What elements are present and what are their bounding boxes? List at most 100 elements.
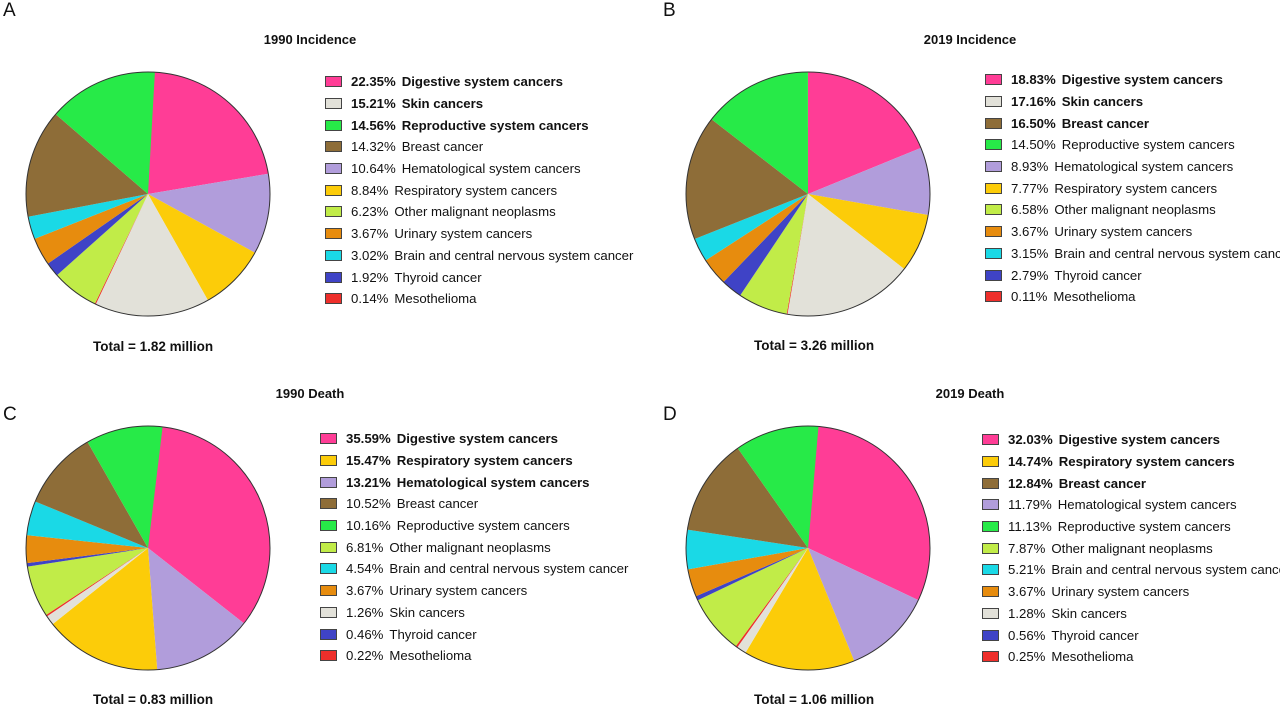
legend-label: Breast cancer: [401, 139, 484, 155]
pie-slice-brain-and-central-nervous-system-cancer: [685, 529, 808, 570]
legend-percent: 10.52%: [346, 496, 391, 512]
legend-item: 35.59% Digestive system cancers: [320, 428, 628, 450]
legend-swatch: [325, 206, 342, 218]
legend-percent: 16.50%: [1011, 115, 1056, 131]
legend-swatch: [325, 228, 342, 240]
legend-swatch: [325, 119, 342, 131]
panel-letter: A: [3, 0, 16, 21]
total-label: Total = 3.26 million: [754, 338, 875, 353]
legend-item: 14.56% Reproductive system cancers: [325, 114, 633, 136]
legend-swatch: [985, 182, 1002, 194]
legend-percent: 11.13%: [1008, 519, 1052, 535]
legend-label: Hematological system cancers: [1057, 497, 1237, 513]
legend-label: Urinary system cancers: [389, 583, 528, 599]
legend-percent: 3.15%: [1011, 245, 1049, 261]
legend-label: Other malignant neoplasms: [394, 204, 556, 220]
legend-percent: 14.32%: [351, 139, 396, 155]
legend-swatch: [320, 476, 337, 488]
pie-slice-respiratory-system-cancers: [745, 548, 855, 671]
legend-label: Breast cancer: [1058, 475, 1146, 491]
legend-label: Brain and central nervous system cancer: [389, 561, 629, 577]
legend-percent: 0.14%: [351, 291, 389, 307]
total-label: Total = 0.83 million: [93, 692, 214, 707]
legend-percent: 5.21%: [1008, 562, 1046, 578]
panel-d: D 2019 Death 32.03% Digestive system canc…: [660, 354, 1280, 707]
panel-a: A 1990 Incidence 22.35% Digestive system …: [0, 0, 640, 354]
pie-slice-hematological-system-cancers: [148, 548, 244, 670]
legend-item: 1.28% Skin cancers: [982, 603, 1280, 625]
legend-label: Hematological system cancers: [1054, 159, 1234, 175]
legend-swatch: [320, 455, 337, 467]
legend-item: 10.64% Hematological system cancers: [325, 158, 633, 180]
pie-slice-thyroid-cancer: [695, 548, 808, 601]
pie-chart: [685, 71, 931, 317]
legend-swatch: [325, 76, 342, 88]
legend-swatch: [982, 542, 999, 554]
legend-swatch: [325, 271, 342, 283]
pie-slice-hematological-system-cancers: [808, 548, 919, 661]
legend-swatch: [985, 226, 1002, 238]
legend-percent: 1.28%: [1008, 605, 1046, 621]
pie-slice-mesothelioma: [46, 548, 148, 617]
legend-label: Digestive system cancers: [401, 74, 564, 90]
legend-item: 11.79% Hematological system cancers: [982, 494, 1280, 516]
legend-item: 3.67% Urinary system cancers: [320, 580, 628, 602]
legend-item: 0.14% Mesothelioma: [325, 288, 633, 310]
legend-item: 3.67% Urinary system cancers: [985, 221, 1280, 243]
legend-percent: 32.03%: [1008, 432, 1053, 448]
legend-label: Hematological system cancers: [401, 161, 581, 177]
legend-label: Reproductive system cancers: [396, 518, 570, 534]
legend: 18.83% Digestive system cancers 17.16% Skin…: [985, 69, 1280, 308]
pie-slice-skin-cancers: [787, 194, 905, 316]
pie-slice-mesothelioma: [786, 194, 808, 315]
pie-slice-other-malignant-neoplasms: [56, 194, 148, 304]
legend-item: 11.13% Reproductive system cancers: [982, 516, 1280, 538]
pie-slice-mesothelioma: [94, 194, 148, 305]
pie-slice-other-malignant-neoplasms: [697, 548, 808, 647]
pie-outline: [685, 425, 931, 671]
pie-slice-reproductive-system-cancers: [55, 72, 155, 194]
legend-label: Mesothelioma: [1051, 649, 1134, 665]
legend-percent: 6.58%: [1011, 202, 1049, 218]
pie-slice-skin-cancers: [46, 548, 148, 625]
legend-percent: 14.50%: [1011, 137, 1056, 153]
legend-label: Skin cancers: [401, 96, 484, 112]
legend-swatch: [320, 498, 337, 510]
legend-label: Skin cancers: [1051, 605, 1127, 621]
pie-slice-urinary-system-cancers: [705, 194, 808, 283]
pie-slice-thyroid-cancer: [47, 194, 148, 276]
chart-title: 1990 Death: [275, 386, 345, 401]
legend-swatch: [982, 607, 999, 619]
pie-slice-skin-cancers: [737, 548, 808, 653]
legend-label: Mesothelioma: [1053, 289, 1136, 305]
legend-swatch: [325, 98, 342, 110]
legend-item: 6.58% Other malignant neoplasms: [985, 199, 1280, 221]
legend-label: Thyroid cancer: [1051, 627, 1139, 643]
legend-label: Thyroid cancer: [389, 626, 477, 642]
legend-swatch: [985, 161, 1002, 173]
chart-title: 1990 Incidence: [263, 32, 357, 47]
legend-swatch: [320, 541, 337, 553]
pie-slice-urinary-system-cancers: [34, 194, 148, 264]
legend-label: Brain and central nervous system cancer: [1054, 245, 1280, 261]
legend-label: Other malignant neoplasms: [389, 539, 551, 555]
pie-slice-skin-cancers: [95, 194, 208, 317]
legend-item: 14.74% Respiratory system cancers: [982, 451, 1280, 473]
pie-slice-breast-cancer: [35, 442, 149, 548]
legend-swatch: [982, 521, 999, 533]
pie-slice-brain-and-central-nervous-system-cancer: [26, 501, 148, 548]
pie-slice-thyroid-cancer: [26, 548, 148, 567]
legend-percent: 14.74%: [1008, 454, 1053, 470]
pie-slice-reproductive-system-cancers: [87, 426, 163, 548]
legend-swatch: [320, 433, 337, 445]
legend-item: 6.81% Other malignant neoplasms: [320, 536, 628, 558]
legend-percent: 12.84%: [1008, 475, 1053, 491]
legend-label: Other malignant neoplasms: [1054, 202, 1216, 218]
pie-chart: [25, 71, 271, 317]
legend-item: 7.87% Other malignant neoplasms: [982, 537, 1280, 559]
legend-swatch: [320, 563, 337, 575]
legend-percent: 8.93%: [1011, 159, 1049, 175]
pie-slice-reproductive-system-cancers: [737, 425, 819, 548]
legend-swatch: [985, 96, 1002, 108]
legend-label: Urinary system cancers: [394, 226, 533, 242]
